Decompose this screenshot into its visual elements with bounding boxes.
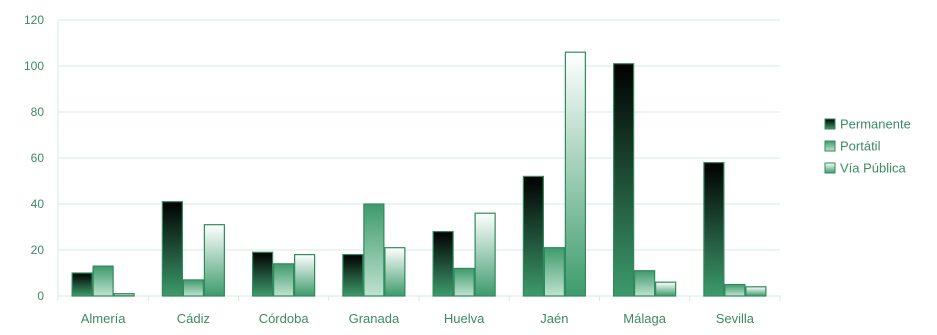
bar-v-a-p-blica-4 — [474, 212, 496, 297]
bar-permanente-1 — [161, 201, 183, 297]
bar-permanente-3 — [342, 254, 364, 297]
bar-port-til-3 — [363, 203, 385, 297]
legend-label-0: Permanente — [840, 117, 911, 132]
legend-label-1: Portátil — [840, 139, 881, 154]
bar-port-til-6 — [634, 270, 656, 297]
x-tick-label: Almería — [81, 311, 127, 326]
bar-v-a-p-blica-2 — [294, 254, 316, 297]
legend-swatch-2 — [824, 162, 836, 174]
bar-port-til-7 — [724, 283, 746, 297]
bar-permanente-0 — [71, 272, 93, 297]
x-tick-label: Huelva — [444, 311, 485, 326]
bar-port-til-5 — [543, 247, 565, 297]
bar-permanente-4 — [432, 231, 454, 297]
bar-permanente-2 — [252, 251, 274, 297]
x-tick-label: Granada — [349, 311, 400, 326]
bar-v-a-p-blica-7 — [745, 286, 767, 297]
bar-v-a-p-blica-3 — [384, 247, 406, 297]
bar-v-a-p-blica-6 — [655, 281, 677, 297]
legend-swatch-1 — [824, 140, 836, 152]
bar-port-til-4 — [453, 267, 475, 297]
y-tick-label: 100 — [24, 59, 44, 73]
bar-v-a-p-blica-0 — [113, 293, 135, 297]
x-tick-label: Jaén — [540, 311, 568, 326]
x-tick-label: Cádiz — [177, 311, 210, 326]
bar-v-a-p-blica-5 — [564, 51, 586, 297]
bar-port-til-1 — [182, 279, 204, 297]
bars — [71, 51, 767, 297]
legend-label-2: Vía Pública — [840, 161, 907, 176]
y-tick-label: 120 — [24, 13, 44, 27]
y-tick-label: 80 — [31, 105, 45, 119]
y-tick-label: 60 — [31, 151, 45, 165]
tick-labels: 0 20 40 60 80 100 120 Almería Cádiz Córdoba Granad… — [24, 13, 755, 326]
bar-v-a-p-blica-1 — [203, 224, 225, 297]
x-tick-label: Córdoba — [259, 311, 310, 326]
legend: Permanente Portátil Vía Pública — [824, 117, 911, 176]
legend-swatch-0 — [824, 118, 836, 130]
y-tick-label: 20 — [31, 243, 45, 257]
bar-permanente-6 — [613, 63, 635, 297]
x-tick-label: Sevilla — [716, 311, 755, 326]
bar-port-til-0 — [92, 265, 114, 297]
y-tick-label: 0 — [37, 289, 44, 303]
bar-permanente-7 — [703, 162, 725, 297]
bar-port-til-2 — [273, 263, 295, 297]
x-tick-label: Málaga — [623, 311, 666, 326]
y-tick-label: 40 — [31, 197, 45, 211]
bar-permanente-5 — [522, 175, 544, 297]
